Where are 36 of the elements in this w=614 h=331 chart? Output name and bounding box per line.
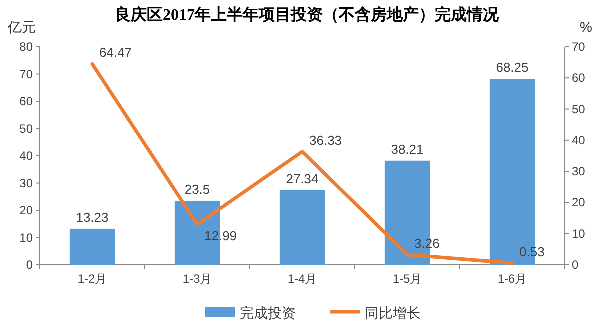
- data-label: 13.23: [76, 210, 109, 225]
- y-tick-label: 70: [20, 67, 34, 82]
- y-axis-title: 亿元: [7, 19, 36, 35]
- y2-tick-label: 70: [572, 40, 586, 54]
- legend-label: 同比增长: [365, 305, 421, 321]
- y-tick-label: 80: [20, 40, 34, 54]
- y-tick-label: 0: [26, 258, 34, 272]
- data-label: 38.21: [391, 142, 424, 157]
- y-tick-label: 10: [20, 230, 34, 245]
- y2-tick-label: 50: [572, 102, 586, 116]
- y-tick-label: 30: [20, 176, 34, 190]
- x-tick-label: 1-4月: [288, 272, 318, 286]
- y2-tick-label: 20: [572, 196, 586, 210]
- chart-title: 良庆区2017年上半年项目投资（不含房地产）完成情况: [115, 5, 500, 24]
- y-tick-label: 60: [20, 94, 34, 108]
- data-label: 64.47: [100, 45, 132, 60]
- y2-tick-label: 30: [572, 164, 586, 179]
- y-tick-label: 50: [20, 122, 34, 136]
- data-label: 68.25: [496, 60, 529, 76]
- y2-tick-label: 40: [572, 133, 586, 148]
- legend-label: 完成投资: [240, 305, 296, 321]
- y2-axis-title: %: [580, 19, 592, 35]
- x-tick-label: 1-3月: [182, 272, 212, 286]
- bar: [70, 228, 116, 265]
- y2-tick-label: 0: [572, 258, 579, 272]
- y2-tick-label: 60: [572, 71, 586, 86]
- x-tick-label: 1-5月: [392, 272, 422, 286]
- data-label: 36.33: [310, 132, 342, 148]
- x-tick-label: 1-2月: [78, 272, 108, 286]
- bar: [280, 190, 326, 265]
- x-tick-label: 1-6月: [498, 272, 528, 286]
- y-tick-label: 20: [20, 204, 34, 218]
- y2-tick-label: 10: [572, 226, 586, 241]
- data-label: 27.34: [286, 172, 319, 186]
- y-tick-label: 40: [20, 149, 34, 163]
- data-label: 23.5: [184, 182, 210, 197]
